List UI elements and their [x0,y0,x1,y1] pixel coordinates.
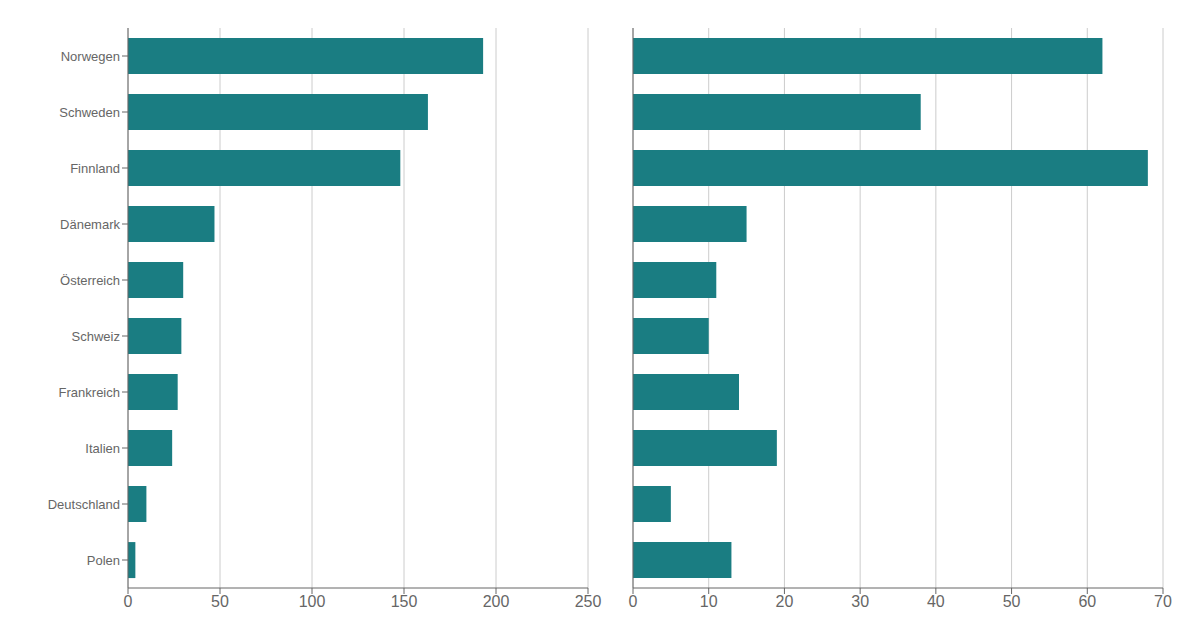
svg-text:Österreich: Österreich [60,273,120,288]
svg-text:0: 0 [629,593,638,610]
svg-text:Dänemark: Dänemark [60,217,120,232]
svg-text:20: 20 [776,593,794,610]
svg-text:Frankreich: Frankreich [59,385,120,400]
svg-text:40: 40 [927,593,945,610]
svg-text:0: 0 [124,593,133,610]
svg-text:Finnland: Finnland [70,161,120,176]
svg-text:70: 70 [1154,593,1172,610]
svg-text:60: 60 [1078,593,1096,610]
svg-text:Schweiz: Schweiz [72,329,120,344]
svg-text:Polen: Polen [87,553,120,568]
svg-text:Schweden: Schweden [59,105,120,120]
svg-text:Italien: Italien [85,441,120,456]
svg-text:50: 50 [211,593,229,610]
svg-text:Deutschland: Deutschland [48,497,120,512]
svg-text:30: 30 [851,593,869,610]
svg-text:50: 50 [1003,593,1021,610]
svg-text:200: 200 [483,593,510,610]
svg-text:100: 100 [299,593,326,610]
svg-text:150: 150 [391,593,418,610]
svg-text:Norwegen: Norwegen [61,49,120,64]
svg-text:10: 10 [700,593,718,610]
svg-text:250: 250 [575,593,602,610]
